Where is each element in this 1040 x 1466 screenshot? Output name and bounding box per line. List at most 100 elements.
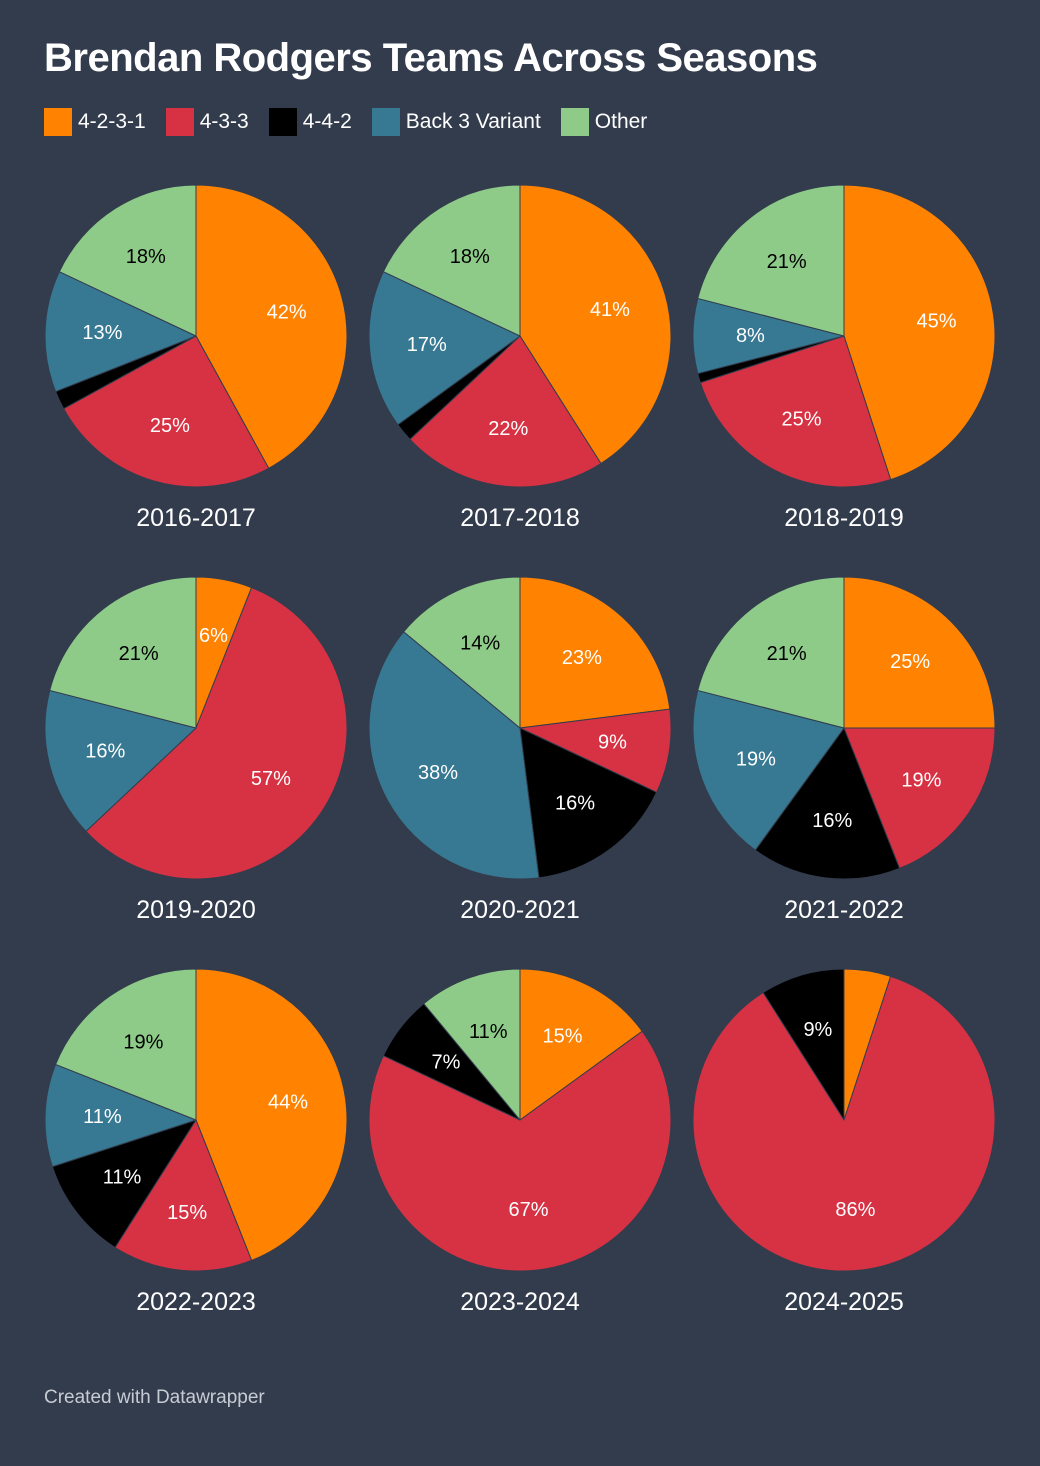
slice-2016-2017-4-3-3	[63, 335, 270, 488]
slice-label-2018-2019-4-2-3-1: 45%	[916, 310, 956, 332]
slice-2017-2018-4-3-3	[409, 335, 602, 488]
legend-label-4231: 4-2-3-1	[78, 110, 146, 133]
legend-swatch-442	[268, 108, 297, 136]
legend-item-433: 4-3-3	[165, 108, 249, 136]
season-label-2016-2017: 2016-2017	[136, 504, 256, 532]
slice-2022-2023-4-2-3-1	[195, 968, 348, 1261]
legend-label-442: 4-4-2	[302, 110, 352, 133]
slice-2024-2025-4-4-2	[762, 968, 845, 1121]
slice-2021-2022-back-3-variant	[692, 689, 845, 851]
pie-2018-2019: 45% 25% 8% 21% 2018-2019	[692, 184, 996, 532]
slice-label-2022-2023-4-4-2: 11%	[103, 1166, 142, 1188]
slice-2017-2018-other	[382, 184, 521, 337]
slice-2018-2019-4-2-3-1	[843, 184, 996, 481]
slice-2019-2020-other	[49, 576, 197, 729]
slice-2021-2022-other	[697, 576, 845, 729]
slice-2016-2017-4-2-3-1	[195, 184, 348, 469]
pie-2022-2023: 44% 15% 11% 11% 19% 2022-2023	[44, 968, 348, 1316]
slice-label-2020-2021-4-2-3-1: 23%	[562, 647, 602, 669]
season-label-2022-2023: 2022-2023	[136, 1288, 256, 1316]
slice-2020-2021-other	[403, 576, 521, 729]
pie-2017-2018: 41% 22% 17% 18% 2017-2018	[368, 184, 672, 532]
credit-footer: Created with Datawrapper	[44, 1387, 265, 1408]
slice-label-2019-2020-back-3-variant: 16%	[85, 740, 125, 762]
slice-label-2021-2022-back-3-variant: 19%	[736, 749, 776, 771]
slice-2019-2020-back-3-variant	[44, 689, 197, 832]
legend-label-433: 4-3-3	[199, 110, 249, 133]
slice-label-2018-2019-other: 21%	[767, 251, 807, 273]
slice-2023-2024-4-3-3	[368, 1030, 672, 1272]
pie-2021-2022: 25% 19% 16% 19% 21% 2021-2022	[692, 576, 996, 924]
pie-2024-2025: 86% 9% 2024-2025	[692, 968, 996, 1316]
slice-label-2017-2018-4-2-3-1: 41%	[590, 299, 630, 321]
slice-label-2020-2021-4-4-2: 16%	[555, 793, 595, 815]
slice-2019-2020-4-3-3	[85, 587, 348, 880]
slice-label-2017-2018-back-3-variant: 17%	[407, 334, 447, 356]
slice-2016-2017-other	[58, 184, 197, 337]
pie-2020-2021: 23% 9% 16% 38% 14% 2020-2021	[368, 576, 672, 924]
legend: 4-2-3-1 4-3-3 4-4-2 Back 3 Variant Other	[44, 108, 647, 136]
slice-2021-2022-4-4-2	[754, 727, 901, 880]
slice-label-2016-2017-other: 18%	[126, 246, 166, 268]
slice-2023-2024-other	[423, 968, 521, 1121]
slice-2023-2024-4-2-3-1	[519, 968, 643, 1121]
slice-label-2022-2023-other: 19%	[123, 1032, 163, 1054]
slice-2018-2019-other	[697, 184, 845, 337]
slice-2021-2022-4-3-3	[843, 727, 996, 869]
season-label-2018-2019: 2018-2019	[784, 504, 904, 532]
slice-2020-2021-4-2-3-1	[519, 576, 671, 729]
slice-label-2023-2024-4-4-2: 7%	[432, 1052, 461, 1074]
legend-item-442: 4-4-2	[268, 108, 352, 136]
season-label-2023-2024: 2023-2024	[460, 1288, 580, 1316]
season-label-2019-2020: 2019-2020	[136, 896, 256, 924]
slice-label-2023-2024-other: 11%	[469, 1021, 508, 1043]
pie-2016-2017: 42% 25% 13% 18% 2016-2017	[44, 184, 348, 532]
slice-label-2018-2019-back-3-variant: 8%	[736, 325, 765, 347]
slice-2022-2023-4-3-3	[114, 1119, 253, 1272]
slice-label-2020-2021-4-3-3: 9%	[598, 732, 627, 754]
slice-label-2022-2023-back-3-variant: 11%	[83, 1106, 122, 1128]
slice-label-2021-2022-other: 21%	[767, 643, 807, 665]
slice-label-2022-2023-4-3-3: 15%	[167, 1202, 207, 1224]
pie-2023-2024: 15% 67% 7% 11% 2023-2024	[368, 968, 672, 1316]
slice-2021-2022-4-2-3-1	[843, 576, 996, 729]
legend-swatch-4231	[44, 108, 72, 136]
slice-2022-2023-back-3-variant	[44, 1063, 197, 1168]
slice-label-2021-2022-4-4-2: 16%	[812, 810, 852, 832]
slice-label-2020-2021-other: 14%	[460, 632, 500, 654]
slice-label-2020-2021-back-3-variant: 38%	[418, 762, 458, 784]
legend-swatch-433	[165, 108, 194, 136]
season-label-2017-2018: 2017-2018	[460, 504, 580, 532]
legend-swatch-other	[560, 108, 589, 136]
slice-label-2019-2020-4-3-3: 57%	[251, 768, 291, 790]
slice-label-2017-2018-4-3-3: 22%	[488, 418, 528, 440]
slice-label-2024-2025-4-3-3: 86%	[835, 1199, 875, 1221]
slice-label-2017-2018-other: 18%	[450, 246, 490, 268]
slice-2022-2023-4-4-2	[51, 1119, 197, 1248]
slice-label-2024-2025-4-4-2: 9%	[803, 1019, 832, 1041]
slice-2022-2023-other	[55, 968, 197, 1121]
slice-label-2016-2017-back-3-variant: 13%	[82, 322, 122, 344]
slice-label-2019-2020-other: 21%	[119, 643, 159, 665]
slice-label-2023-2024-4-2-3-1: 15%	[542, 1026, 582, 1048]
slice-label-2023-2024-4-3-3: 67%	[508, 1199, 548, 1221]
slice-label-2016-2017-4-2-3-1: 42%	[267, 302, 307, 324]
legend-swatch-back3	[371, 108, 400, 136]
slice-2017-2018-back-3-variant	[368, 271, 521, 426]
pie-2019-2020: 6% 57% 16% 21% 2019-2020	[44, 576, 348, 924]
slice-2024-2025-4-3-3	[692, 975, 996, 1272]
season-label-2024-2025: 2024-2025	[784, 1288, 904, 1316]
legend-label-other: Other	[594, 110, 648, 133]
season-label-2020-2021: 2020-2021	[460, 896, 580, 924]
slice-label-2021-2022-4-3-3: 19%	[901, 770, 941, 792]
slice-label-2016-2017-4-3-3: 25%	[150, 415, 190, 437]
slice-2017-2018-4-2-3-1	[519, 184, 672, 464]
slice-label-2022-2023-4-2-3-1: 44%	[268, 1092, 308, 1114]
season-label-2021-2022: 2021-2022	[784, 896, 904, 924]
slice-2018-2019-4-3-3	[699, 335, 892, 488]
slice-label-2018-2019-4-3-3: 25%	[781, 408, 821, 430]
slice-2016-2017-back-3-variant	[44, 271, 197, 393]
legend-label-back3: Back 3 Variant	[405, 110, 541, 133]
slice-2020-2021-4-4-2	[519, 727, 658, 879]
